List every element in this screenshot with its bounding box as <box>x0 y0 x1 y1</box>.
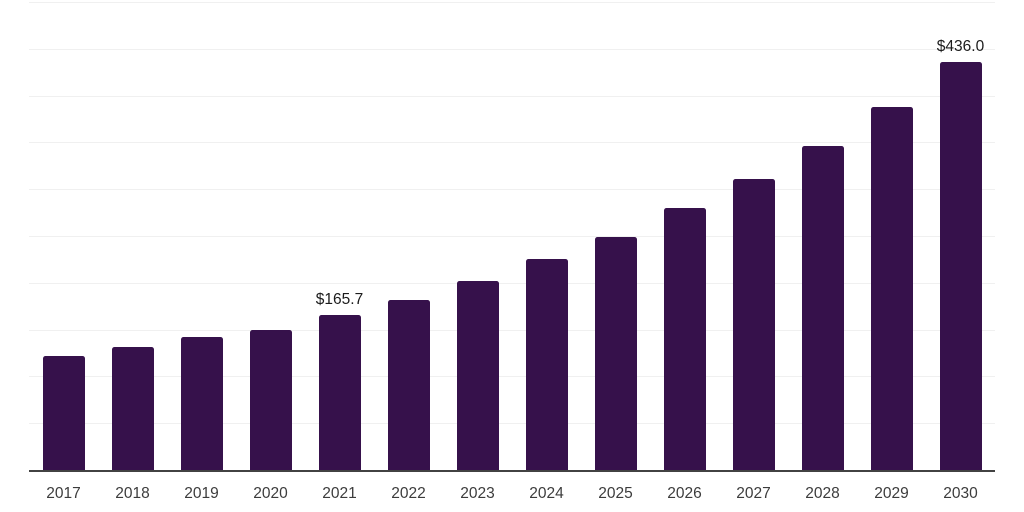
x-tick-label-2020: 2020 <box>253 485 288 502</box>
x-tick-label-2018: 2018 <box>115 485 150 502</box>
gridline-500 <box>29 2 995 3</box>
x-tick-label-2022: 2022 <box>391 485 426 502</box>
band-2023 <box>443 2 512 470</box>
x-tick-label-2023: 2023 <box>460 485 495 502</box>
band-2024 <box>512 2 581 470</box>
gridline-250 <box>29 236 995 237</box>
bar-2025 <box>594 236 637 470</box>
gridline-50 <box>29 423 995 425</box>
band-2028 <box>788 2 857 470</box>
plot-area: $165.7 $436.0 <box>29 2 995 472</box>
gridline-300 <box>29 189 995 191</box>
bar-value-label-2021: $165.7 <box>315 291 364 309</box>
x-tick-label-2024: 2024 <box>529 485 564 502</box>
gridline-100 <box>29 376 995 378</box>
bar-2023 <box>456 280 499 470</box>
band-2022 <box>374 2 443 470</box>
x-tick-label-2028: 2028 <box>805 485 840 502</box>
band-2027 <box>719 2 788 470</box>
bar-2018 <box>111 347 154 470</box>
gridline-400 <box>29 95 995 97</box>
bar-2029 <box>870 106 913 470</box>
x-tick-label-2021: 2021 <box>322 485 357 502</box>
x-tick-label-2019: 2019 <box>184 485 219 502</box>
bar-2022 <box>387 299 430 470</box>
gridline-200 <box>29 282 995 284</box>
band-2026 <box>650 2 719 470</box>
bar-2017 <box>42 355 85 470</box>
bar-2026 <box>663 207 706 470</box>
x-tick-label-2030: 2030 <box>943 485 978 502</box>
bar-2030 <box>939 61 982 470</box>
band-2021: $165.7 <box>305 2 374 470</box>
band-2025 <box>581 2 650 470</box>
gridline-150 <box>29 329 995 331</box>
band-2017 <box>29 2 98 470</box>
bar-value-label-2030: $436.0 <box>936 38 985 56</box>
bar-2027 <box>732 178 775 470</box>
x-tick-label-2017: 2017 <box>46 485 81 502</box>
bar-2028 <box>801 146 844 470</box>
x-tick-label-2027: 2027 <box>736 485 771 502</box>
band-2018 <box>98 2 167 470</box>
bar-2019 <box>180 337 223 470</box>
band-2020 <box>236 2 305 470</box>
x-tick-label-2029: 2029 <box>874 485 909 502</box>
gridline-350 <box>29 142 995 144</box>
band-2030: $436.0 <box>926 2 995 470</box>
bar-2024 <box>525 259 568 470</box>
gridline-450 <box>29 48 995 50</box>
bar-2021 <box>318 314 361 470</box>
x-tick-label-2026: 2026 <box>667 485 702 502</box>
band-2019 <box>167 2 236 470</box>
band-2029 <box>857 2 926 470</box>
x-tick-label-2025: 2025 <box>598 485 633 502</box>
bar-2020 <box>249 329 292 470</box>
